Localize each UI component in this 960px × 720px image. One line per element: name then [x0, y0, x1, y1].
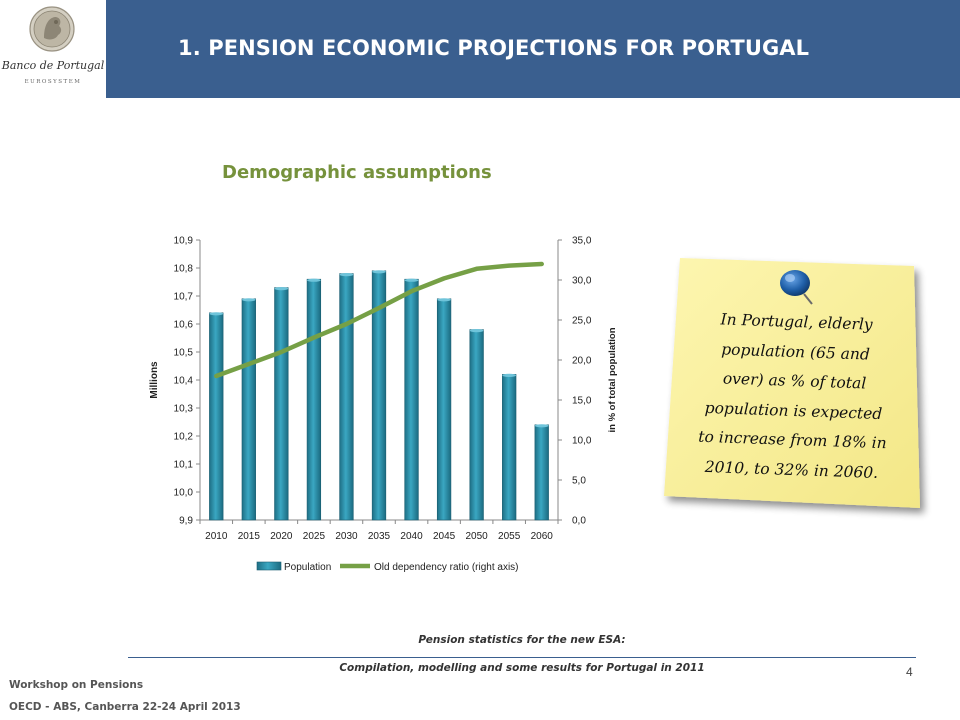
y2-tick-label: 35,0 [572, 236, 592, 247]
x-tick-label: 2060 [531, 531, 554, 542]
y-tick-label: 10,3 [174, 404, 194, 415]
x-tick-label: 2030 [335, 531, 358, 542]
y-tick-label: 10,5 [174, 348, 194, 359]
sticky-note [664, 258, 920, 508]
x-tick-label: 2045 [433, 531, 456, 542]
note-text: In Portugal, elderly population (65 and … [698, 310, 887, 482]
population-bar [274, 287, 289, 521]
population-bar-cap [307, 278, 321, 282]
population-bar [534, 424, 549, 521]
y-tick-label: 10,4 [174, 376, 194, 387]
page-number: 4 [906, 665, 913, 679]
footer-title: Pension statistics for the new ESA: [418, 634, 626, 646]
population-bar-cap [469, 329, 484, 333]
x-tick-label: 2010 [205, 531, 228, 542]
y2-tick-label: 15,0 [572, 396, 592, 407]
y2-tick-label: 5,0 [572, 476, 586, 487]
logo-name: Banco de Portugal [1, 59, 105, 72]
y-tick-label: 10,0 [174, 488, 194, 499]
x-tick-label: 2020 [270, 531, 293, 542]
population-bar-cap [437, 298, 451, 302]
x-tick-label: 2025 [303, 531, 326, 542]
population-bar [241, 298, 256, 521]
population-bar-cap [534, 424, 549, 428]
y-tick-label: 10,2 [174, 432, 194, 443]
population-bar [209, 312, 224, 521]
legend-ratio-label: Old dependency ratio (right axis) [374, 562, 519, 573]
population-bar [502, 374, 517, 521]
population-bar-cap [502, 373, 517, 377]
y2-tick-label: 20,0 [572, 356, 592, 367]
footer-divider [128, 657, 916, 658]
y2-tick-label: 10,0 [572, 436, 592, 447]
population-bar-cap [241, 298, 256, 302]
population-bar [469, 329, 484, 521]
population-bar-cap [404, 278, 419, 282]
x-tick-label: 2035 [368, 531, 391, 542]
legend-population-label: Population [284, 562, 331, 573]
logo-subtitle: EUROSYSTEM [25, 79, 82, 85]
population-bar [436, 298, 452, 521]
footer-subtitle: Compilation, modelling and some results … [339, 662, 705, 674]
x-tick-label: 2015 [238, 531, 261, 542]
population-bar [339, 273, 354, 521]
population-bar-cap [372, 270, 386, 274]
x-tick-label: 2055 [498, 531, 521, 542]
population-bar-cap [209, 312, 224, 316]
population-bar [404, 278, 419, 521]
x-tick-label: 2040 [400, 531, 423, 542]
coin-emblem-icon: Banco de Portugal EUROSYSTEM [1, 6, 105, 85]
y-axis-title: Millions [149, 361, 160, 399]
y-tick-label: 10,7 [174, 292, 194, 303]
footer-event: Workshop on Pensions [9, 679, 144, 691]
section-title: Demographic assumptions [222, 162, 492, 183]
y-tick-label: 10,6 [174, 320, 194, 331]
population-bar-cap [339, 273, 354, 277]
y-tick-label: 10,1 [174, 460, 194, 471]
y2-tick-label: 25,0 [572, 316, 592, 327]
header-bar [106, 0, 960, 98]
demographic-chart: 10,9 10,8 10,7 10,6 10,5 10,4 10,3 10,2 10,1 10,0… [149, 236, 618, 574]
y2-tick-label: 0,0 [572, 516, 586, 527]
y-tick-label: 9,9 [179, 516, 193, 527]
footer-event-location: OECD - ABS, Canberra 22-24 April 2013 [9, 701, 241, 713]
legend-population-swatch [256, 561, 282, 571]
bank-logo: Banco de Portugal EUROSYSTEM [0, 0, 106, 98]
page-title: 1. PENSION ECONOMIC PROJECTIONS FOR PORT… [178, 36, 810, 60]
population-bar [306, 278, 322, 521]
population-bar-cap [274, 287, 289, 291]
y-tick-label: 10,9 [174, 236, 194, 247]
y2-tick-label: 30,0 [572, 276, 592, 287]
y-tick-label: 10,8 [174, 264, 194, 275]
x-tick-label: 2050 [466, 531, 489, 542]
y2-axis-title: in % of total population [607, 327, 618, 432]
pushpin-icon [780, 270, 813, 305]
